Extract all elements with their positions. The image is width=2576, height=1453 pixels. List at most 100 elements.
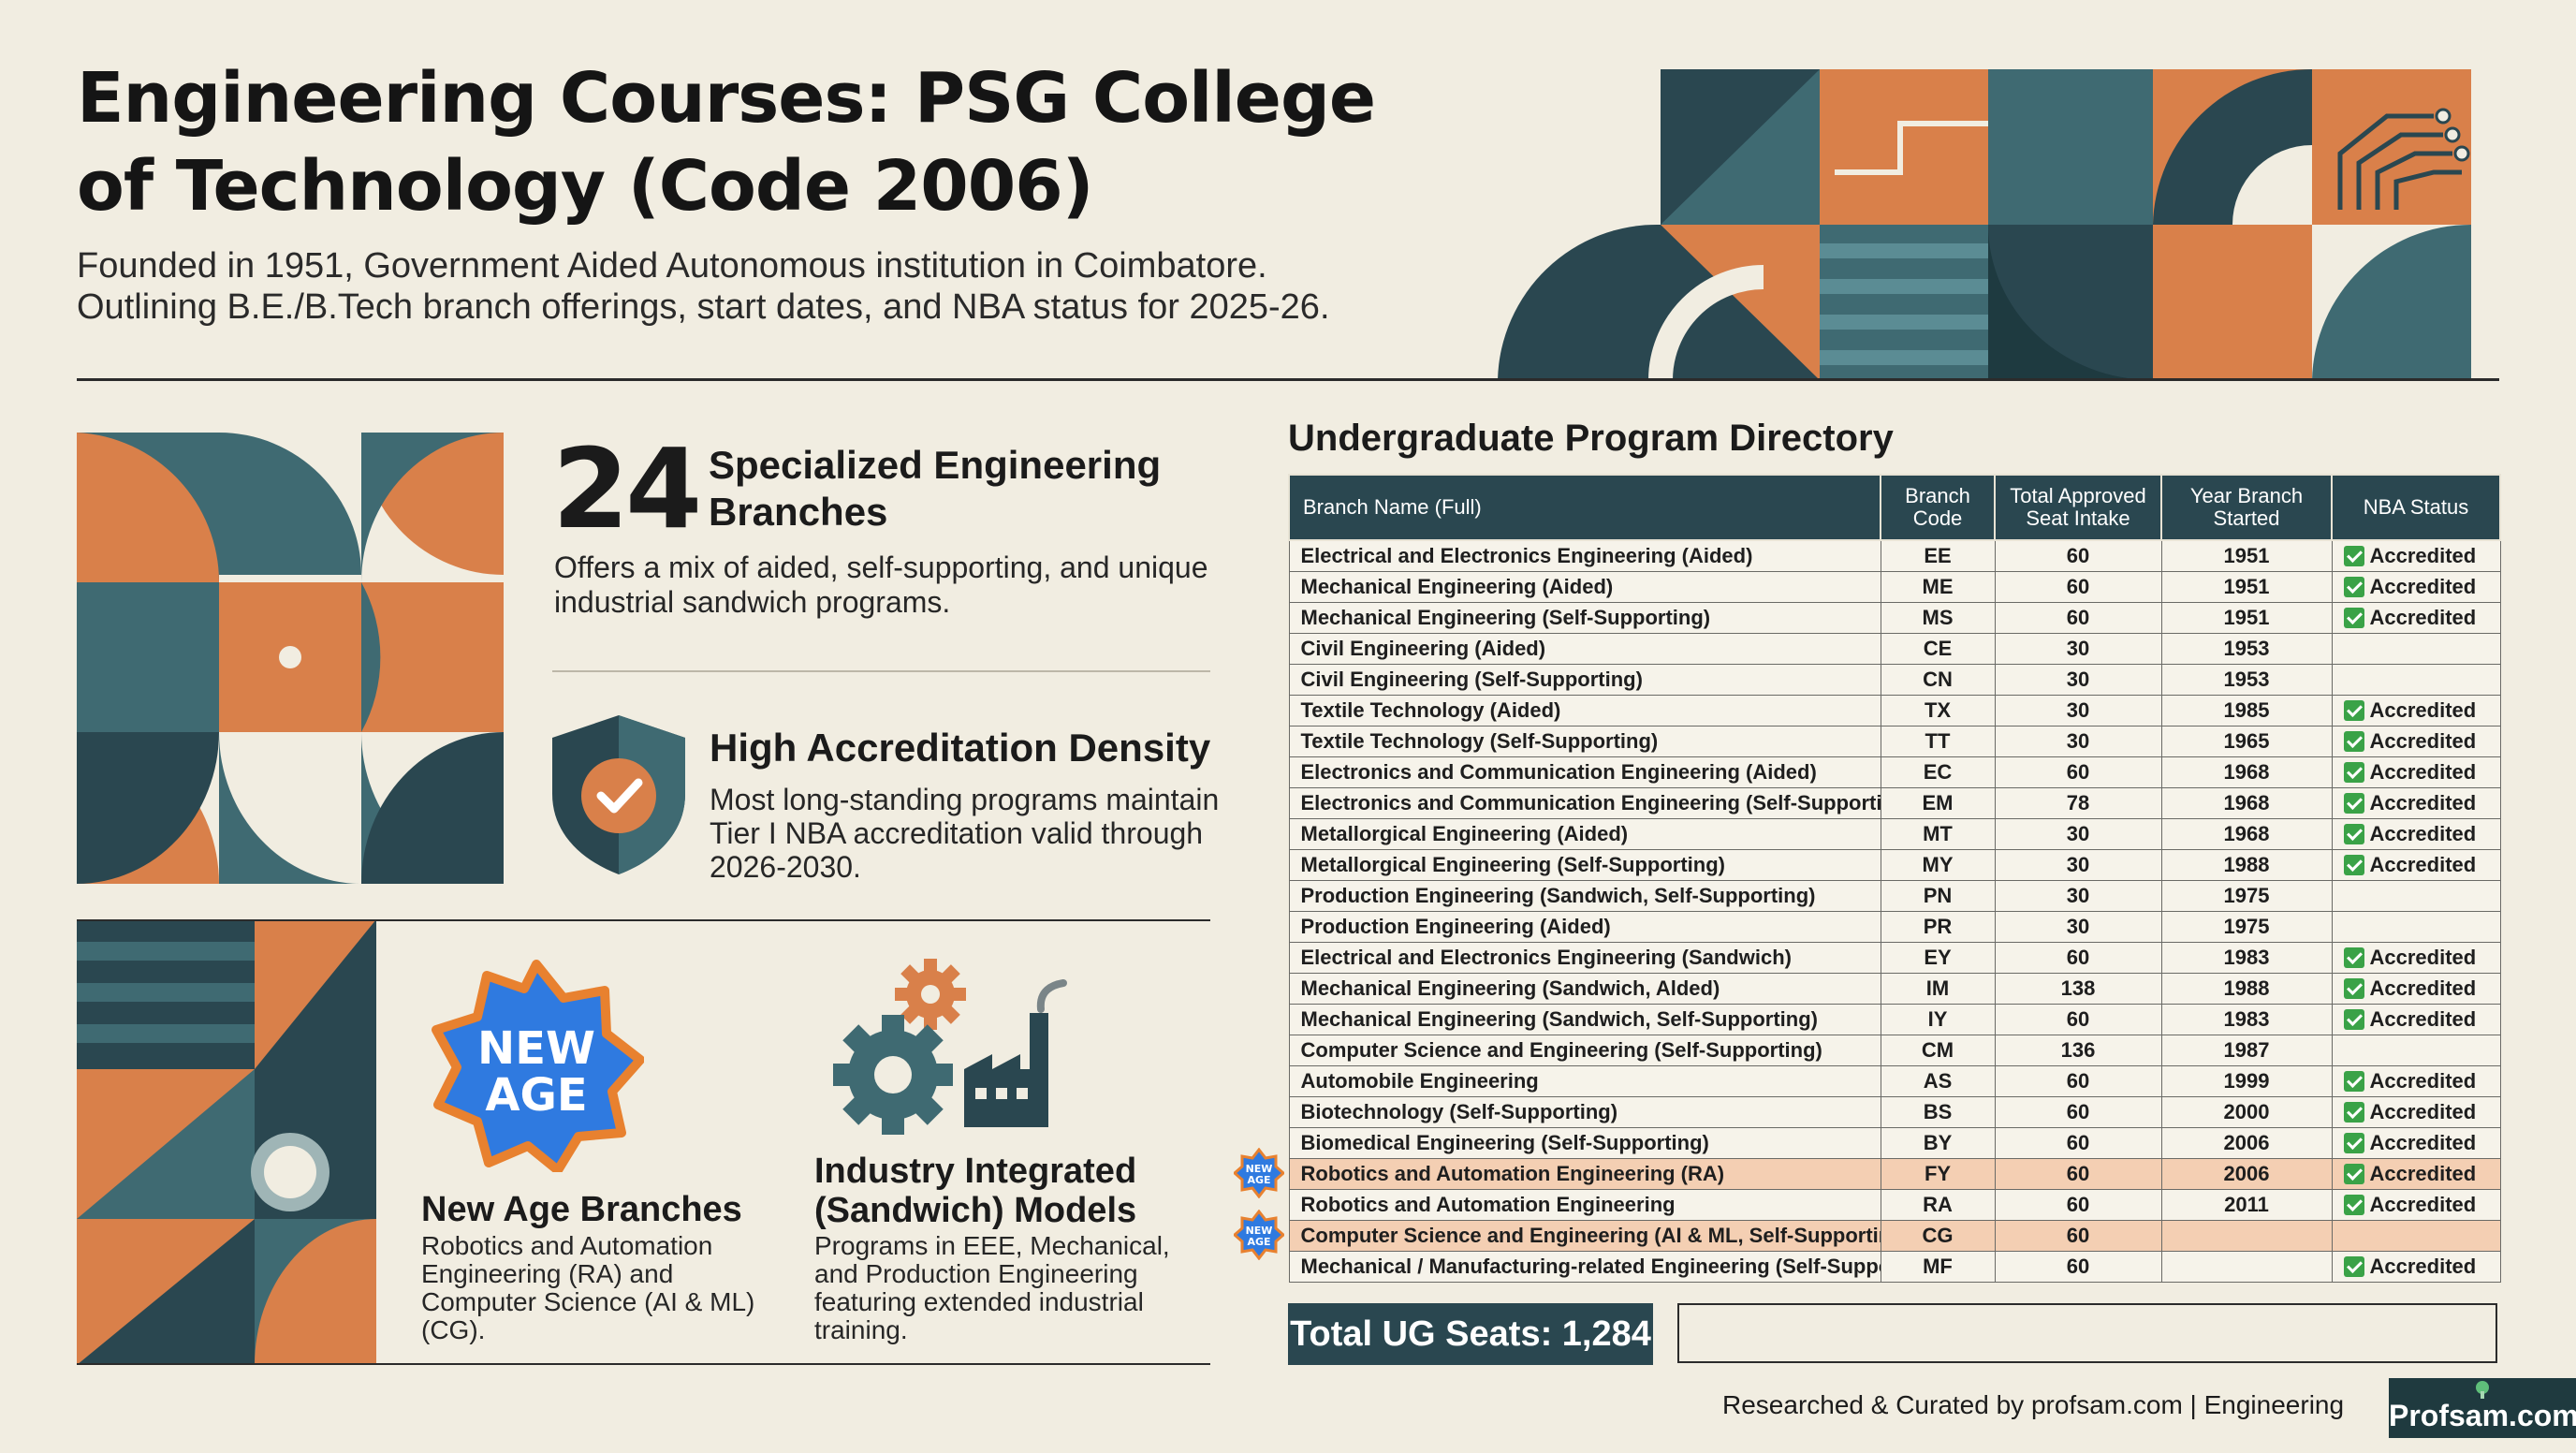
nba-status-text: Accredited	[2369, 1192, 2477, 1216]
checkbox-check-icon	[2343, 1070, 2364, 1092]
cell-nba-status: Accredited	[2331, 972, 2501, 1005]
cell-branch-code: BY	[1880, 1126, 1996, 1159]
header-divider	[77, 378, 2499, 381]
cell-branch-name: Mechanical / Manufacturing-related Engin…	[1288, 1250, 1881, 1283]
nba-status-text: Accredited	[2369, 976, 2477, 1000]
row-badge-text: AGE	[1247, 1236, 1270, 1248]
cell-branch-code: ME	[1880, 570, 1996, 603]
cell-year: 2006	[2160, 1157, 2333, 1190]
cell-year: 1988	[2160, 972, 2333, 1005]
row-badge-text: NEW	[1246, 1225, 1273, 1237]
cell-intake: 60	[1994, 1157, 2162, 1190]
cell-nba-status: Accredited	[2331, 1188, 2501, 1221]
cell-branch-code: IY	[1880, 1003, 1996, 1035]
checkbox-check-icon	[2343, 947, 2364, 968]
accreditation-description: Most long-standing programs maintain Tie…	[710, 783, 1220, 884]
shield-check-icon	[552, 715, 685, 874]
cell-nba-status: Accredited	[2331, 1095, 2501, 1128]
table-row: Production Engineering (Sandwich, Self-S…	[1288, 879, 2501, 912]
table-row: Electronics and Communication Engineerin…	[1288, 786, 2501, 819]
cell-nba-status: Accredited	[2331, 1003, 2501, 1035]
nba-status-text: Accredited	[2369, 574, 2477, 598]
checkbox-check-icon	[2343, 730, 2364, 752]
cell-branch-name: Biotechnology (Self-Supporting)	[1288, 1095, 1881, 1128]
cell-branch-code: CN	[1880, 663, 1996, 696]
table-row: Automobile Engineering AS 60 1999 Accredited	[1288, 1064, 2501, 1097]
table-row: Mechanical Engineering (Sandwich, Self-S…	[1288, 1003, 2501, 1035]
cell-year: 2000	[2160, 1095, 2333, 1128]
cell-branch-name: Civil Engineering (Aided)	[1288, 632, 1881, 665]
cell-nba-status: Accredited	[2331, 848, 2501, 881]
cell-year: 1987	[2160, 1034, 2333, 1066]
cell-branch-name: Automobile Engineering	[1288, 1064, 1881, 1097]
cell-year: 1953	[2160, 632, 2333, 665]
cell-branch-code: PR	[1880, 910, 1996, 943]
cell-year: 1968	[2160, 786, 2333, 819]
nba-status-text: Accredited	[2369, 759, 2477, 784]
cell-intake: 60	[1994, 539, 2162, 572]
checkbox-check-icon	[2343, 1132, 2364, 1153]
nba-status-text: Accredited	[2369, 728, 2477, 753]
cell-branch-code: AS	[1880, 1064, 1996, 1097]
header-geometric-art	[1498, 69, 2471, 380]
branches-description: Offers a mix of aided, self-supporting, …	[554, 550, 1208, 619]
table-row: Civil Engineering (Self-Supporting) CN 30 1…	[1288, 663, 2501, 696]
cell-nba-status	[2331, 879, 2501, 912]
cell-branch-code: MT	[1880, 817, 1996, 850]
cell-year: 1999	[2160, 1064, 2333, 1097]
cell-nba-status: Accredited	[2331, 786, 2501, 819]
cell-year: 1968	[2160, 756, 2333, 788]
cell-intake: 30	[1994, 725, 2162, 757]
cell-nba-status: Accredited	[2331, 756, 2501, 788]
cell-intake: 60	[1994, 1219, 2162, 1252]
cell-intake: 30	[1994, 817, 2162, 850]
table-row: Electrical and Electronics Engineering (…	[1288, 539, 2501, 572]
table-row: Robotics and Automation Engineering (RA)…	[1288, 1157, 2501, 1190]
cell-branch-code: MF	[1880, 1250, 1996, 1283]
cell-branch-code: CM	[1880, 1034, 1996, 1066]
cell-branch-name: Biomedical Engineering (Self-Supporting)	[1288, 1126, 1881, 1159]
total-seats-label: Total UG Seats: 1,284	[1288, 1303, 1653, 1365]
table-row: Production Engineering (Aided) PR 30 1975	[1288, 910, 2501, 943]
nba-status-text: Accredited	[2369, 1254, 2477, 1278]
cell-branch-code: TT	[1880, 725, 1996, 757]
table-row: Civil Engineering (Aided) CE 30 1953	[1288, 632, 2501, 665]
table-row: Electronics and Communication Engineerin…	[1288, 756, 2501, 788]
cell-branch-name: Production Engineering (Sandwich, Self-S…	[1288, 879, 1881, 912]
cell-branch-name: Computer Science and Engineering (AI & M…	[1288, 1219, 1881, 1252]
cell-intake: 30	[1994, 848, 2162, 881]
cell-year: 1968	[2160, 817, 2333, 850]
table-row: Electrical and Electronics Engineering (…	[1288, 941, 2501, 974]
table-row: Metallorgical Engineering (Aided) MT 30 196…	[1288, 817, 2501, 850]
cell-year: 2006	[2160, 1126, 2333, 1159]
nba-status-text: Accredited	[2369, 790, 2477, 815]
bottom-divider	[77, 1363, 1210, 1365]
branches-count: 24	[552, 424, 702, 553]
cell-year: 1965	[2160, 725, 2333, 757]
checkbox-check-icon	[2343, 1008, 2364, 1030]
cell-intake: 60	[1994, 570, 2162, 603]
checkbox-check-icon	[2343, 854, 2364, 875]
checkbox-check-icon	[2343, 977, 2364, 999]
column-header-intake: Total Approved Seat Intake	[1994, 474, 2162, 541]
table-row: Robotics and Automation Engineering RA 60 2…	[1288, 1188, 2501, 1221]
new-age-description: Robotics and Automation Engineering (RA)…	[421, 1231, 755, 1344]
cell-branch-code: CE	[1880, 632, 1996, 665]
brand-tree-icon	[2476, 1381, 2489, 1399]
column-header-branch-name: Branch Name (Full)	[1288, 474, 1881, 541]
cell-intake: 138	[1994, 972, 2162, 1005]
cell-intake: 60	[1994, 1095, 2162, 1128]
table-row: Mechanical / Manufacturing-related Engin…	[1288, 1250, 2501, 1283]
checkbox-check-icon	[2343, 1194, 2364, 1215]
cell-branch-name: Electrical and Electronics Engineering (…	[1288, 539, 1881, 572]
checkbox-check-icon	[2343, 576, 2364, 597]
table-header-row: Branch Name (Full) Branch Code Total App…	[1288, 474, 2501, 541]
cell-branch-name: Electrical and Electronics Engineering (…	[1288, 941, 1881, 974]
table-row: Biotechnology (Self-Supporting) BS 60 2000 A…	[1288, 1095, 2501, 1128]
cell-intake: 60	[1994, 756, 2162, 788]
cell-branch-name: Textile Technology (Self-Supporting)	[1288, 725, 1881, 757]
checkbox-check-icon	[2343, 545, 2364, 566]
new-age-badge-icon: NEW AGE	[432, 960, 644, 1172]
nba-status-text: Accredited	[2369, 852, 2477, 876]
cell-branch-name: Mechanical Engineering (Aided)	[1288, 570, 1881, 603]
